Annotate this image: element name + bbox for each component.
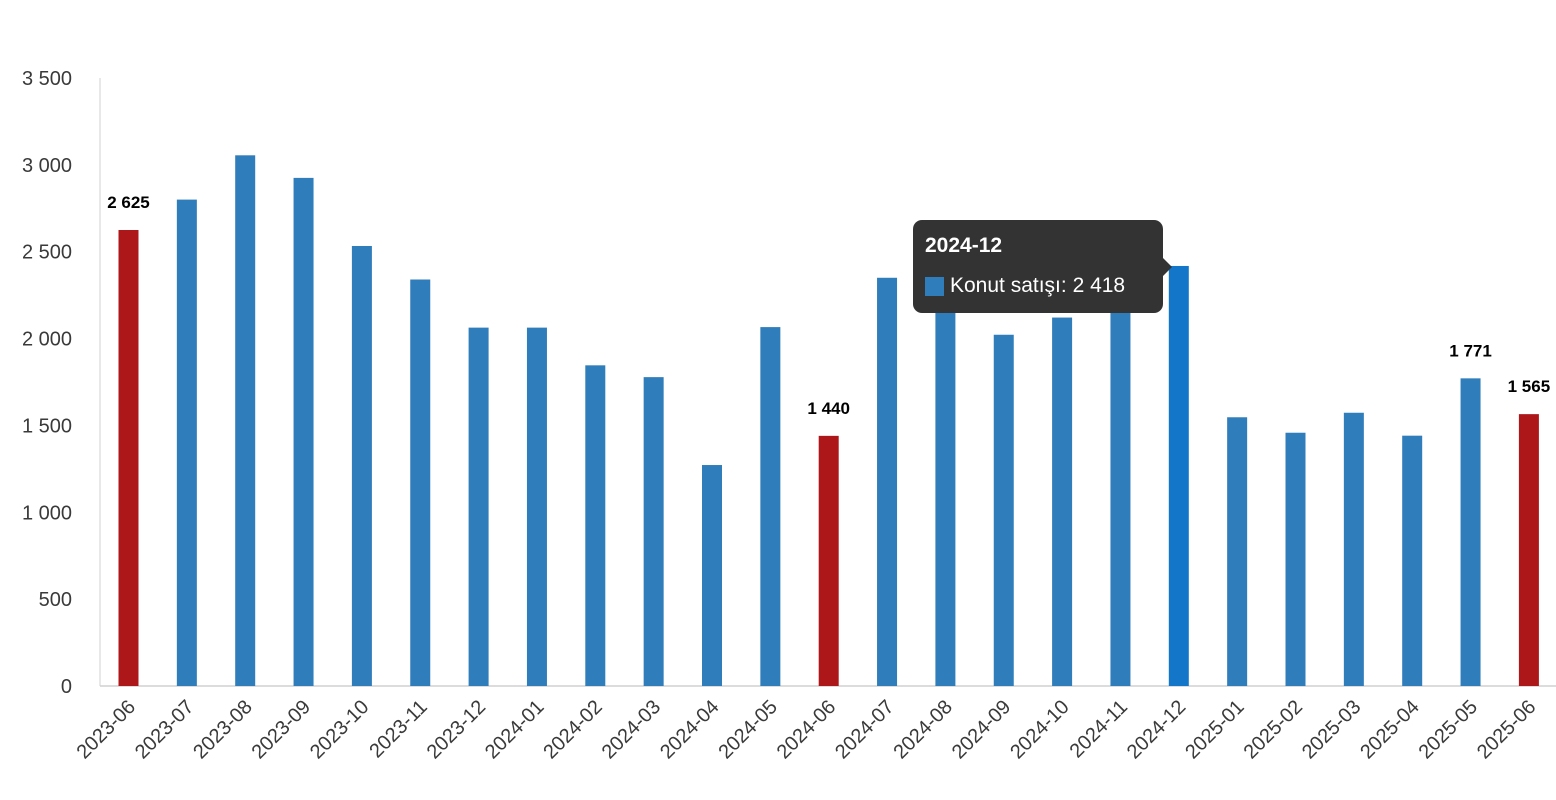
x-tick-label: 2023-09	[248, 696, 315, 763]
bar-2023-10[interactable]	[351, 245, 372, 686]
x-tick-label: 2024-06	[773, 696, 840, 763]
data-labels: 2 625 1 440 1 771 1 565	[107, 193, 1550, 418]
bar-2023-11[interactable]	[410, 279, 431, 686]
x-tick-label: 2024-03	[598, 696, 665, 763]
bar-2024-05[interactable]	[760, 327, 781, 686]
y-tick-label: 3 500	[22, 68, 72, 90]
bar-2024-07[interactable]	[877, 277, 898, 686]
tooltip-series-value: Konut satışı: 2 418	[950, 274, 1126, 297]
bar-2024-06[interactable]	[818, 435, 839, 686]
bar-2025-06[interactable]	[1518, 414, 1539, 686]
bar-2025-03[interactable]	[1343, 412, 1364, 686]
data-label-2024-06: 1 440	[807, 399, 850, 418]
tooltip-title: 2024-12	[925, 234, 1003, 257]
series-swatch-icon	[925, 276, 944, 296]
x-tick-label: 2024-07	[831, 696, 898, 763]
x-tick-label: 2023-11	[365, 696, 431, 762]
bar-2023-07[interactable]	[176, 199, 197, 686]
chart-tooltip: 2024-12 Konut satışı: 2 418	[913, 220, 1172, 313]
x-tick-label: 2023-07	[131, 696, 198, 763]
y-axis: 0 500 1 000 1 500 2 000 2 500 3 000 3 500	[22, 68, 101, 698]
y-tick-label: 3 000	[22, 155, 72, 177]
tooltip-series-row: Konut satışı: 2 418	[925, 274, 1151, 298]
x-tick-label: 2025-06	[1473, 696, 1540, 763]
x-tick-label: 2024-08	[889, 696, 956, 763]
x-tick-label: 2024-12	[1123, 696, 1190, 763]
y-tick-label: 0	[61, 676, 72, 698]
x-tick-label: 2024-01	[481, 696, 548, 763]
data-label-2025-05: 1 771	[1449, 341, 1492, 360]
bar-2023-08[interactable]	[235, 155, 256, 686]
bar-2024-02[interactable]	[585, 365, 606, 686]
bar-2025-04[interactable]	[1402, 435, 1423, 686]
x-tick-label: 2025-02	[1240, 696, 1307, 763]
y-tick-label: 1 500	[22, 415, 72, 437]
y-tick-label: 2 000	[22, 329, 72, 351]
x-tick-label: 2023-08	[189, 696, 256, 763]
bar-2024-01[interactable]	[526, 327, 547, 686]
bar-2024-10[interactable]	[1052, 317, 1073, 686]
x-tick-label: 2024-05	[714, 696, 781, 763]
bar-2025-05[interactable]	[1460, 378, 1481, 686]
x-tick-label: 2024-11	[1066, 696, 1132, 762]
x-tick-label: 2025-01	[1181, 696, 1248, 763]
bar-2024-11[interactable]	[1110, 306, 1131, 686]
x-tick-label: 2025-05	[1415, 696, 1482, 763]
data-label-2025-06: 1 565	[1508, 377, 1551, 396]
x-tick-label: 2024-02	[539, 696, 606, 763]
bar-2024-04[interactable]	[702, 465, 722, 686]
bar-2024-08[interactable]	[935, 291, 956, 686]
x-tick-label: 2024-04	[656, 696, 723, 763]
bar-series	[118, 155, 1539, 686]
bar-2024-03[interactable]	[643, 377, 664, 686]
y-tick-label: 1 000	[22, 502, 72, 524]
x-axis: 2023-062023-072023-082023-092023-102023-…	[73, 685, 1556, 763]
x-tick-label: 2023-12	[423, 696, 490, 763]
x-tick-label: 2025-04	[1356, 696, 1423, 763]
data-label-2023-06: 2 625	[107, 193, 150, 212]
tooltip-arrow	[1163, 258, 1172, 276]
x-tick-label: 2023-06	[73, 696, 140, 763]
bar-2024-09[interactable]	[993, 334, 1014, 686]
bar-2024-12[interactable]	[1168, 265, 1189, 686]
bar-2025-01[interactable]	[1227, 417, 1248, 686]
x-tick-label: 2024-10	[1006, 696, 1073, 763]
y-tick-label: 2 500	[22, 242, 72, 264]
bar-2025-02[interactable]	[1285, 432, 1306, 686]
y-tick-label: 500	[39, 589, 72, 611]
x-tick-label: 2024-09	[948, 696, 1015, 763]
bar-2023-09[interactable]	[293, 177, 314, 686]
x-tick-label: 2025-03	[1298, 696, 1365, 763]
bar-2023-12[interactable]	[468, 327, 489, 686]
bar-2023-06[interactable]	[118, 230, 139, 686]
x-tick-label: 2023-10	[306, 696, 373, 763]
